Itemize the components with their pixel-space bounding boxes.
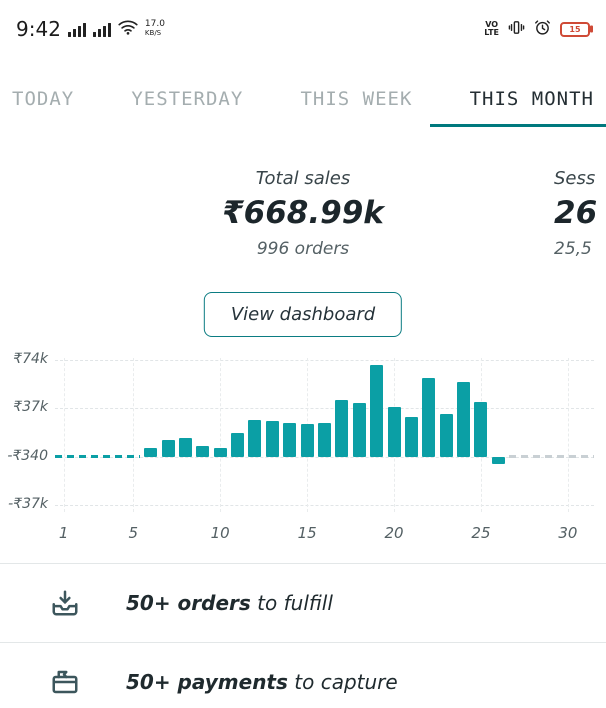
task-description: to fulfill — [250, 591, 333, 615]
chart-vertical-gridline — [567, 358, 569, 512]
chart-vertical-gridline — [133, 358, 135, 512]
tab-this-month[interactable]: THIS MONTH — [469, 88, 594, 110]
orders-to-fulfill-row[interactable]: 50+ orders to fulfill — [0, 563, 606, 642]
total-sales-value: ₹668.99k — [222, 195, 384, 231]
chart-y-tick-label: -₹37k — [8, 496, 48, 512]
sales-chart: ₹74k ₹37k -₹340 -₹37k 1 5 10 15 20 25 30 — [0, 350, 606, 548]
orders-icon — [50, 588, 80, 618]
network-speed: 17.0 KB/S — [145, 20, 165, 38]
chart-bar — [474, 401, 488, 457]
chart-zero-dash-past — [55, 455, 140, 459]
volte-icon: VO LTE — [484, 20, 499, 37]
network-speed-unit: KB/S — [144, 29, 162, 37]
chart-bar — [335, 400, 349, 457]
status-bar: 9:42 17.0 KB/S VO — [0, 12, 606, 46]
chart-bar — [300, 424, 314, 457]
network-speed-value: 17.0 — [144, 19, 165, 29]
signal-strength-icon-sim1 — [67, 22, 86, 37]
status-bar-right: VO LTE 15 — [484, 19, 593, 40]
chart-x-tick-label: 1 — [58, 524, 69, 542]
chart-x-tick-label: 15 — [297, 524, 317, 542]
task-list: 50+ orders to fulfill 50+ payments to ca… — [0, 563, 606, 708]
chart-bar — [404, 417, 418, 457]
chart-x-tick-label: 20 — [384, 524, 404, 542]
chart-gridline — [55, 505, 594, 506]
chart-x-tick-label: 30 — [558, 524, 578, 542]
vibrate-icon — [508, 19, 525, 40]
battery-percent: 15 — [569, 24, 581, 34]
chart-y-tick-label: ₹74k — [13, 351, 48, 367]
alarm-icon — [534, 19, 551, 40]
task-text: 50+ orders to fulfill — [126, 591, 333, 615]
signal-strength-icon-sim2 — [92, 22, 111, 37]
chart-bar — [213, 447, 227, 457]
chart-bar — [196, 446, 210, 457]
chart-bar — [283, 422, 297, 457]
chart-x-tick-label: 25 — [471, 524, 491, 542]
chart-bar — [248, 420, 262, 457]
chart-bar — [491, 456, 505, 465]
chart-bar — [439, 413, 453, 457]
total-orders-count: 996 orders — [256, 239, 350, 259]
task-count: 50+ payments — [126, 670, 288, 694]
chart-bar — [370, 365, 384, 457]
chart-bar — [457, 382, 471, 457]
tab-yesterday[interactable]: YESTERDAY — [131, 88, 244, 110]
chart-bar — [144, 447, 158, 457]
chart-gridline — [55, 360, 594, 361]
sessions-value: 26 — [554, 195, 598, 231]
chart-vertical-gridline — [63, 358, 65, 512]
chart-y-labels: ₹74k ₹37k -₹340 -₹37k — [0, 350, 55, 520]
chart-bar — [178, 438, 192, 457]
status-bar-left: 9:42 17.0 KB/S — [16, 17, 165, 41]
wifi-icon — [118, 20, 138, 39]
chart-vertical-gridline — [220, 358, 222, 512]
chart-bar — [265, 421, 279, 457]
chart-y-tick-label: ₹37k — [13, 399, 48, 416]
task-description: to capture — [287, 670, 398, 694]
task-count: 50+ orders — [126, 591, 251, 615]
chart-bar — [352, 403, 366, 457]
chart-plot — [55, 350, 594, 520]
payments-icon — [50, 667, 80, 697]
sessions-label: Sess — [554, 168, 596, 189]
total-sales-label: Total sales — [255, 168, 351, 189]
stats-section: Total sales ₹668.99k 996 orders Sess 26 … — [0, 168, 606, 268]
active-tab-underline — [430, 124, 606, 127]
chart-zero-dash-future — [509, 455, 594, 459]
sessions-sub: 25,5 — [554, 239, 592, 259]
payments-to-capture-row[interactable]: 50+ payments to capture — [0, 642, 606, 708]
tab-today[interactable]: TODAY — [12, 88, 75, 110]
chart-x-tick-label: 5 — [128, 524, 139, 542]
chart-x-tick-label: 10 — [210, 524, 230, 542]
total-sales-stat: Total sales ₹668.99k 996 orders — [0, 168, 606, 259]
chart-bar — [318, 422, 331, 457]
battery-icon: 15 — [560, 21, 593, 37]
date-range-tabs: TODAY YESTERDAY THIS WEEK THIS MONTH — [0, 84, 606, 114]
view-dashboard-button[interactable]: View dashboard — [203, 292, 403, 337]
chart-gridline — [55, 457, 594, 459]
chart-gridline — [55, 408, 594, 410]
chart-bar — [161, 439, 175, 457]
chart-y-tick-label: -₹340 — [7, 448, 48, 465]
chart-x-labels: 1 5 10 15 20 25 30 — [55, 524, 594, 546]
chart-bar — [422, 378, 436, 457]
sessions-stat-clipped: Sess 26 25,5 — [554, 168, 606, 259]
task-text: 50+ payments to capture — [126, 670, 398, 694]
chart-bar — [387, 407, 401, 457]
tab-this-week[interactable]: THIS WEEK — [300, 88, 413, 110]
clock-time: 9:42 — [16, 17, 61, 41]
chart-bar — [231, 433, 245, 457]
